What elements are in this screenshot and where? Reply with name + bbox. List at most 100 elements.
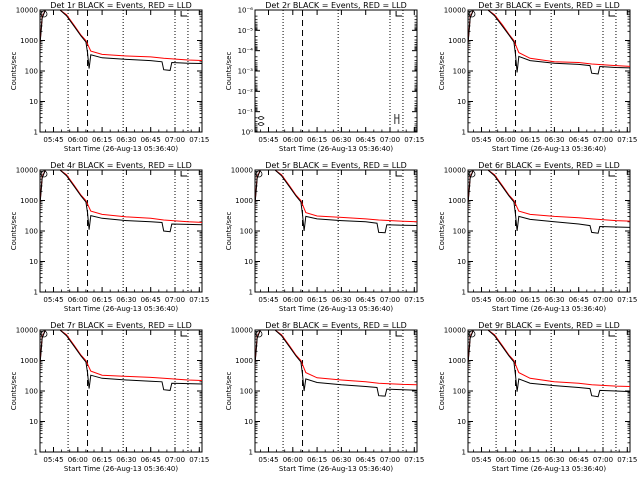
y-axis-label: Counts/sec — [10, 372, 18, 411]
start-marker-icon — [255, 170, 263, 178]
series-line-black — [468, 10, 630, 75]
chart-panel-2: Det 2r BLACK = Events, RED = LLD Start Ti… — [225, 1, 424, 153]
x-tick-label: 06:45 — [569, 136, 589, 144]
empty-marker-right — [394, 114, 400, 124]
x-axis-label: Start Time (26-Aug-13 05:36:40) — [279, 145, 393, 153]
plot-frame — [467, 169, 631, 293]
chart-panel-5: Det 5r BLACK = Events, RED = LLD Start Ti… — [225, 161, 424, 313]
start-marker-icon — [255, 330, 263, 338]
x-axis-label: Start Time (26-Aug-13 05:36:40) — [492, 465, 606, 473]
y-tick-label: 1000 — [448, 197, 466, 205]
saa-marker — [395, 171, 403, 177]
x-tick-label: 06:00 — [68, 296, 88, 304]
plot-frame — [254, 329, 418, 453]
y-tick-label: 10000 — [444, 7, 466, 15]
x-axis-label: Start Time (26-Aug-13 05:36:40) — [64, 145, 178, 153]
x-tick-label: 07:00 — [165, 456, 185, 464]
x-tick-label: 07:00 — [593, 456, 613, 464]
series-line-black — [255, 330, 417, 397]
plot-frame — [254, 169, 418, 293]
x-tick-label: 06:15 — [520, 136, 540, 144]
x-tick-label: 06:00 — [283, 296, 303, 304]
x-tick-label: 06:30 — [331, 456, 351, 464]
x-tick-label: 06:30 — [116, 136, 136, 144]
y-axis-label: Counts/sec — [225, 52, 233, 91]
y-tick-label: 100 — [453, 388, 466, 396]
x-tick-label: 07:15 — [189, 296, 209, 304]
y-tick-label: 1000 — [20, 37, 38, 45]
x-tick-label: 05:45 — [471, 296, 491, 304]
y-tick-label: 1000 — [20, 197, 38, 205]
y-tick-label: 10 — [29, 98, 38, 106]
y-tick-label: 1000 — [448, 37, 466, 45]
y-tick-label: 1 — [249, 449, 253, 457]
y-tick-label: 1 — [34, 449, 38, 457]
y-tick-label: 10000 — [231, 327, 253, 335]
empty-marker-left — [257, 116, 265, 126]
y-tick-label: 1 — [34, 289, 38, 297]
chart-title: Det 4r BLACK = Events, RED = LLD — [50, 161, 192, 170]
y-tick-label: 10 — [244, 418, 253, 426]
start-marker-icon — [468, 10, 476, 18]
x-tick-label: 05:45 — [43, 456, 63, 464]
x-tick-label: 06:00 — [283, 136, 303, 144]
y-tick-label: 10⁻⁶ — [238, 7, 254, 15]
start-marker-icon — [40, 330, 48, 338]
chart-title: Det 6r BLACK = Events, RED = LLD — [478, 161, 620, 170]
y-tick-label: 100 — [25, 388, 38, 396]
x-tick-label: 05:45 — [258, 136, 278, 144]
y-axis-label: Counts/sec — [225, 372, 233, 411]
y-tick-label: 10 — [457, 98, 466, 106]
chart-title: Det 2r BLACK = Events, RED = LLD — [265, 1, 407, 10]
saa-marker — [395, 11, 403, 17]
x-tick-label: 07:15 — [404, 456, 424, 464]
series-line-red — [468, 170, 630, 222]
chart-title: Det 7r BLACK = Events, RED = LLD — [50, 321, 192, 330]
chart-panel-9: Det 9r BLACK = Events, RED = LLD Start Ti… — [438, 321, 637, 473]
x-tick-label: 06:45 — [356, 296, 376, 304]
x-tick-label: 07:00 — [380, 296, 400, 304]
x-tick-label: 07:00 — [380, 136, 400, 144]
y-tick-label: 100 — [25, 228, 38, 236]
x-tick-label: 06:15 — [307, 296, 327, 304]
x-tick-label: 06:30 — [116, 296, 136, 304]
x-tick-label: 06:45 — [141, 456, 161, 464]
x-tick-label: 06:15 — [307, 136, 327, 144]
chart-title: Det 9r BLACK = Events, RED = LLD — [478, 321, 620, 330]
y-axis-label: Counts/sec — [438, 372, 446, 411]
x-axis-label: Start Time (26-Aug-13 05:36:40) — [492, 305, 606, 313]
chart-panel-6: Det 6r BLACK = Events, RED = LLD Start Ti… — [438, 161, 637, 313]
x-tick-label: 06:15 — [307, 456, 327, 464]
x-tick-label: 06:30 — [331, 136, 351, 144]
saa-marker — [180, 11, 188, 17]
series-line-black — [468, 170, 630, 234]
saa-marker — [395, 331, 403, 337]
saa-marker — [608, 331, 616, 337]
start-marker-icon — [40, 10, 48, 18]
y-tick-label: 100 — [240, 388, 253, 396]
x-tick-label: 06:00 — [496, 456, 516, 464]
x-axis-label: Start Time (26-Aug-13 05:36:40) — [279, 305, 393, 313]
x-tick-label: 07:00 — [593, 136, 613, 144]
x-tick-label: 07:15 — [617, 296, 637, 304]
x-tick-label: 05:45 — [258, 296, 278, 304]
y-tick-label: 10⁻³ — [238, 68, 254, 76]
y-tick-label: 10 — [457, 418, 466, 426]
x-tick-label: 06:30 — [331, 296, 351, 304]
y-tick-label: 10000 — [16, 7, 38, 15]
y-tick-label: 10000 — [16, 167, 38, 175]
series-line-black — [40, 330, 202, 391]
y-tick-label: 1 — [34, 129, 38, 137]
x-tick-label: 05:45 — [471, 456, 491, 464]
x-tick-label: 05:45 — [43, 296, 63, 304]
plot-frame — [39, 169, 203, 293]
y-tick-label: 10⁻¹ — [238, 108, 254, 116]
y-tick-label: 10 — [457, 258, 466, 266]
plot-frame — [467, 9, 631, 133]
x-tick-label: 06:30 — [544, 456, 564, 464]
chart-panel-7: Det 7r BLACK = Events, RED = LLD Start Ti… — [10, 321, 209, 473]
x-tick-label: 05:45 — [258, 456, 278, 464]
chart-panel-3: Det 3r BLACK = Events, RED = LLD Start Ti… — [438, 1, 637, 153]
y-axis-label: Counts/sec — [10, 212, 18, 251]
